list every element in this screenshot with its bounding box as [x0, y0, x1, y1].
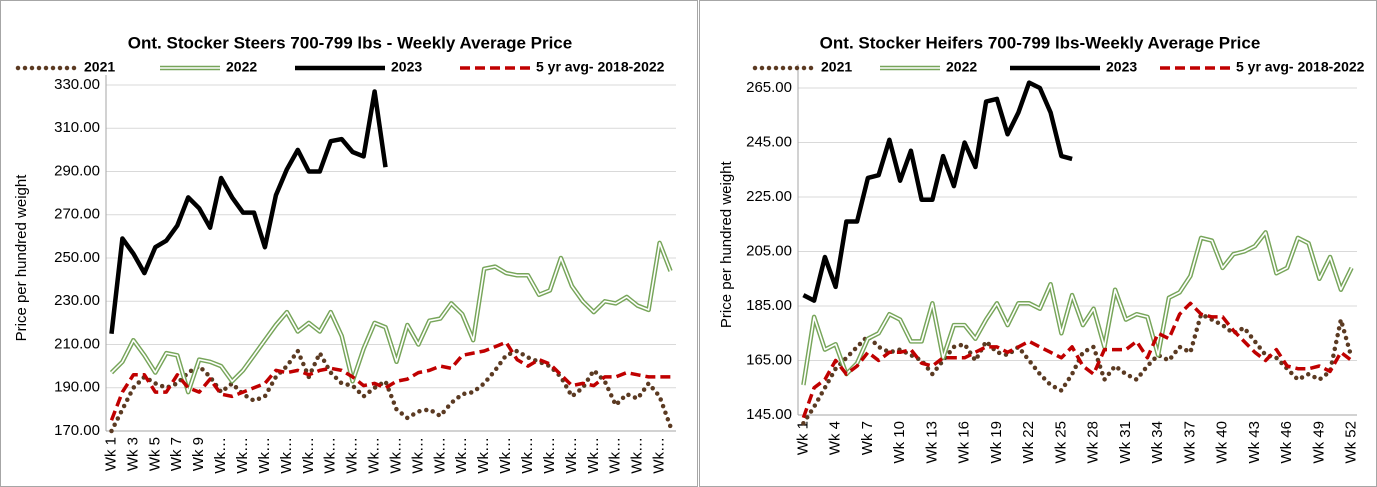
x-tick-label: Wk 22	[1020, 421, 1037, 464]
x-tick-label: Wk…	[278, 437, 295, 474]
x-tick-label: Wk…	[541, 437, 558, 474]
panel	[699, 0, 1377, 487]
x-tick-label: Wk 49	[1310, 421, 1327, 464]
x-tick-label: Wk…	[387, 437, 404, 474]
y-tick-label: 225.00	[746, 188, 792, 205]
x-tick-label: Wk 10	[891, 421, 908, 464]
y-tick-label: 170.00	[54, 422, 100, 439]
legend-label: 2021	[84, 59, 115, 75]
legend-label: 2021	[821, 59, 852, 75]
x-tick-label: Wk 3	[124, 437, 141, 471]
x-tick-label: Wk 52	[1343, 421, 1360, 464]
x-tick-label: Wk…	[256, 437, 273, 474]
legend-label: 2023	[391, 59, 422, 75]
legend-label: 2023	[1106, 59, 1137, 75]
y-tick-label: 270.00	[54, 206, 100, 223]
x-tick-label: Wk 7	[859, 421, 876, 455]
x-tick-label: Wk…	[651, 437, 668, 474]
x-tick-label: Wk…	[322, 437, 339, 474]
series-line	[109, 89, 388, 334]
x-tick-label: Wk 16	[956, 421, 973, 464]
x-tick-label: Wk…	[234, 437, 251, 474]
x-tick-label: Wk 31	[1117, 421, 1134, 464]
legend-label: 5 yr avg- 2018-2022	[536, 59, 665, 75]
legend-label: 2022	[946, 59, 977, 75]
x-tick-label: Wk 34	[1149, 421, 1166, 464]
x-tick-label: Wk 28	[1085, 421, 1102, 464]
series-line-inner	[110, 242, 672, 393]
x-tick-label: Wk…	[607, 437, 624, 474]
legend-label: 5 yr avg- 2018-2022	[1236, 59, 1365, 75]
y-tick-label: 230.00	[54, 292, 100, 309]
x-tick-label: Wk…	[585, 437, 602, 474]
y-tick-label: 250.00	[54, 249, 100, 266]
series-line	[109, 340, 671, 421]
y-tick-label: 310.00	[54, 119, 100, 136]
y-tick-label: 185.00	[746, 297, 792, 314]
x-tick-label: Wk…	[300, 437, 317, 474]
x-tick-label: Wk 19	[988, 421, 1005, 464]
y-tick-label: 245.00	[746, 133, 792, 150]
x-tick-label: Wk 1	[794, 421, 811, 455]
x-tick-label: Wk 25	[1052, 421, 1069, 464]
x-tick-label: Wk…	[475, 437, 492, 474]
series-line-inner	[802, 231, 1353, 386]
y-tick-label: 330.00	[54, 76, 100, 93]
x-tick-label: Wk 46	[1278, 421, 1295, 464]
x-tick-label: Wk 1	[102, 437, 119, 471]
chart-title: Ont. Stocker Steers 700-799 lbs - Weekly…	[128, 33, 572, 52]
x-tick-label: Wk…	[409, 437, 426, 474]
x-tick-label: Wk 5	[146, 437, 163, 471]
x-tick-label: Wk 9	[190, 437, 207, 471]
x-tick-label: Wk…	[563, 437, 580, 474]
y-tick-label: 205.00	[746, 242, 792, 259]
y-tick-label: 265.00	[746, 79, 792, 96]
x-tick-label: Wk…	[344, 437, 361, 474]
y-axis-label: Price per hundred weight	[718, 160, 735, 328]
x-tick-label: Wk 37	[1181, 421, 1198, 464]
y-axis-label: Price per hundred weight	[13, 174, 30, 342]
x-tick-label: Wk…	[366, 437, 383, 474]
legend-label: 2022	[226, 59, 257, 75]
x-tick-label: Wk…	[497, 437, 514, 474]
series-line	[802, 80, 1073, 303]
y-tick-label: 145.00	[746, 406, 792, 423]
x-tick-label: Wk…	[212, 437, 229, 474]
x-tick-label: Wk…	[453, 437, 470, 474]
x-tick-label: Wk 4	[827, 421, 844, 455]
x-tick-label: Wk…	[629, 437, 646, 474]
y-tick-label: 290.00	[54, 162, 100, 179]
y-tick-label: 165.00	[746, 351, 792, 368]
x-tick-label: Wk…	[519, 437, 536, 474]
chart-title: Ont. Stocker Heifers 700-799 lbs-Weekly …	[820, 33, 1261, 52]
series-line	[801, 311, 1354, 426]
x-tick-label: Wk 7	[168, 437, 185, 471]
series-line	[801, 301, 1353, 419]
x-tick-label: Wk 40	[1214, 421, 1231, 464]
x-tick-label: Wk…	[431, 437, 448, 474]
x-tick-label: Wk 13	[923, 421, 940, 464]
y-tick-label: 190.00	[54, 379, 100, 396]
series-line	[109, 348, 673, 434]
y-tick-label: 210.00	[54, 335, 100, 352]
x-tick-label: Wk 43	[1246, 421, 1263, 464]
